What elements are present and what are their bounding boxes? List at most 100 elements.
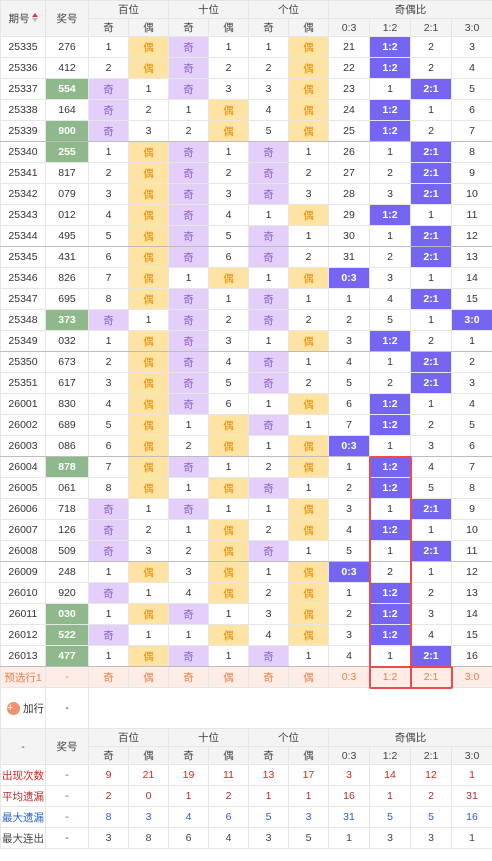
cell: 9 [451,498,492,520]
forecast-cell[interactable]: 偶 [208,666,249,688]
cell: 偶 [128,36,169,58]
cell: 0:3 [328,435,370,457]
cell: 1 [288,141,329,163]
sub-header: 奇 [248,746,289,765]
cell: 25350 [0,351,46,373]
cell: 673 [45,351,89,373]
stat-cell: - [45,764,89,786]
cell: 3 [248,603,289,625]
cell: 1:2 [369,204,411,226]
header-text: 十位 [198,732,219,744]
cell: 偶 [128,267,169,289]
header-text: 百位 [118,4,139,16]
cell: 25335 [0,36,46,58]
cell: 11 [451,540,492,562]
cell: 079 [45,183,89,205]
cell: 2 [410,57,452,79]
add-value: - [45,687,89,729]
forecast-cell[interactable]: 奇 [248,666,289,688]
header-row: 期号 奖号 百位 十位 个位 奇偶比 [0,0,492,37]
stat-cell: - [45,827,89,849]
cell: 2:1 [410,288,452,310]
cell: 2 [248,57,289,79]
cell: 2 [410,330,452,352]
add-icon[interactable]: + [7,702,20,716]
cell: 617 [45,372,89,394]
forecast-cell[interactable]: 3:0 [451,666,492,688]
cell: 26013 [0,645,46,667]
cell: 5 [328,372,370,394]
cell: 1 [410,393,452,415]
cell: 奇 [248,645,289,667]
cell: 4 [410,624,452,646]
cell: 2 [369,246,411,268]
sub-header: 1:2 [369,18,411,37]
draw-row: 26004 878 7 偶奇 1 2 偶 1 1:2 4 7 [0,456,492,478]
cell: 偶 [128,162,169,184]
cell: 11 [451,204,492,226]
stat-cell: - [45,806,89,828]
cell: 1 [288,414,329,436]
cell: 1:2 [369,120,411,142]
cell: 2 [88,351,129,373]
stat-cell: 4 [208,827,249,849]
sub-header: 3:0 [451,18,492,37]
cell: 28 [328,183,370,205]
cell: 1 [128,498,169,520]
draw-row: 25344 495 5 偶奇 5 奇 1 30 1 2:1 12 [0,225,492,247]
cell: 276 [45,36,89,58]
sub-header: 0:3 [328,18,370,37]
forecast-cell[interactable]: 奇 [168,666,209,688]
column-header[interactable]: 期号 [0,0,46,37]
cell: 2 [369,372,411,394]
cell: 2 [168,435,209,457]
forecast-cell[interactable]: 0:3 [328,666,370,688]
cell: 25336 [0,57,46,79]
forecast-row[interactable]: 预选行1- 奇偶奇偶奇偶 0:3 1:2 2:1 3:0 [0,666,492,688]
cell: 奇 [168,330,209,352]
cell: 25349 [0,330,46,352]
sort-icon[interactable] [31,13,38,22]
draw-row: 25349 032 1 偶奇 3 1 偶 3 1:2 2 1 [0,330,492,352]
cell: 偶 [208,267,249,289]
cell: 30 [328,225,370,247]
cell: 1:2 [369,603,411,625]
draw-row: 25350 673 2 偶奇 4 奇 1 4 1 2:1 2 [0,351,492,373]
cell: 26012 [0,624,46,646]
stat-cell: 31 [328,806,370,828]
stat-cell: 最大连出 [0,827,46,849]
stat-cell: 17 [288,764,329,786]
cell: 21 [328,36,370,58]
add-row-button[interactable]: + 加行 [0,687,46,729]
cell: 偶 [208,561,249,583]
forecast-cell[interactable]: 奇 [88,666,129,688]
cell: 3 [88,183,129,205]
stat-cell: 16 [328,785,370,807]
stat-cell: 13 [248,764,289,786]
sub-header: 3:0 [451,746,492,765]
stat-cell: 1 [248,785,289,807]
cell: 1 [248,561,289,583]
column-header: 奖号 [45,0,89,37]
forecast-cell[interactable]: 1:2 [369,666,411,688]
cell: 偶 [288,99,329,121]
cell: 偶 [288,456,329,478]
cell: 偶 [288,435,329,457]
forecast-cell[interactable]: 2:1 [410,666,452,688]
stat-cell: 2 [88,785,129,807]
cell: 1 [248,36,289,58]
forecast-cell[interactable]: 偶 [128,666,169,688]
cell: 偶 [128,351,169,373]
stat-cell: 6 [168,827,209,849]
draw-row: 26007 126 奇 2 1 偶 2 偶 4 1:2 1 10 [0,519,492,541]
forecast-cell[interactable]: 偶 [288,666,329,688]
cell: 偶 [208,477,249,499]
cell: 6 [208,246,249,268]
header-text: 奖号 [56,13,78,25]
cell: 1 [369,78,411,100]
cell: 7 [88,456,129,478]
stat-cell: 出现次数 [0,764,46,786]
cell: 1 [88,561,129,583]
cell: 9 [451,162,492,184]
stat-cell: 1 [328,827,370,849]
